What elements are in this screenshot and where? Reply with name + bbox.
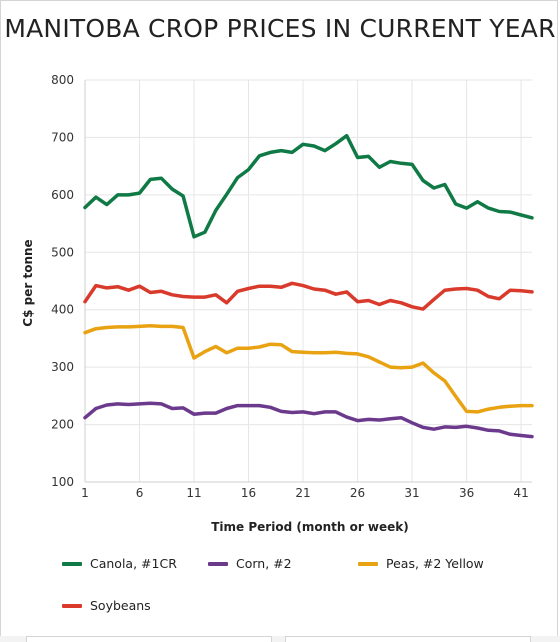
bottom-strip xyxy=(0,636,560,642)
x-tick-label: 31 xyxy=(404,486,419,500)
bottom-tab-right xyxy=(285,636,531,642)
legend: Canola, #1CR Corn, #2 Peas, #2 Yellow So… xyxy=(0,548,560,628)
legend-item-canola[interactable]: Canola, #1CR xyxy=(62,556,177,571)
legend-swatch-soybeans xyxy=(62,603,82,608)
chart-title: MANITOBA CROP PRICES IN CURRENT YEAR xyxy=(4,14,556,43)
legend-item-corn[interactable]: Corn, #2 xyxy=(208,556,292,571)
x-axis-label: Time Period (month or week) xyxy=(211,520,409,534)
y-tick-label: 200 xyxy=(51,418,74,432)
series-line-canola[interactable] xyxy=(83,133,534,239)
legend-swatch-peas xyxy=(358,561,378,566)
x-tick-label: 6 xyxy=(136,486,144,500)
series-line-peas[interactable] xyxy=(83,324,534,414)
x-tick-label: 16 xyxy=(241,486,256,500)
series-line-soybeans[interactable] xyxy=(83,281,534,311)
legend-label-peas: Peas, #2 Yellow xyxy=(386,556,484,571)
x-tick-label: 11 xyxy=(186,486,201,500)
bottom-tab-left xyxy=(26,636,272,642)
x-tick-label: 36 xyxy=(459,486,474,500)
x-tick-label: 1 xyxy=(81,486,89,500)
y-tick-label: 600 xyxy=(51,188,74,202)
y-tick-label: 500 xyxy=(51,245,74,259)
y-tick-label: 300 xyxy=(51,360,74,374)
legend-label-soybeans: Soybeans xyxy=(90,598,151,613)
legend-item-soybeans[interactable]: Soybeans xyxy=(62,598,151,613)
y-tick-label: 100 xyxy=(51,475,74,489)
y-tick-label: 400 xyxy=(51,303,74,317)
x-tick-label: 41 xyxy=(513,486,528,500)
legend-label-canola: Canola, #1CR xyxy=(90,556,177,571)
legend-swatch-corn xyxy=(208,561,228,566)
legend-item-peas[interactable]: Peas, #2 Yellow xyxy=(358,556,484,571)
series-line-corn[interactable] xyxy=(83,401,534,439)
legend-label-corn: Corn, #2 xyxy=(236,556,292,571)
legend-swatch-canola xyxy=(62,561,82,566)
y-axis-label: C$ per tonne xyxy=(21,239,35,326)
y-tick-label: 800 xyxy=(51,73,74,87)
y-tick-label: 700 xyxy=(51,130,74,144)
x-tick-label: 21 xyxy=(295,486,310,500)
x-tick-label: 26 xyxy=(350,486,365,500)
